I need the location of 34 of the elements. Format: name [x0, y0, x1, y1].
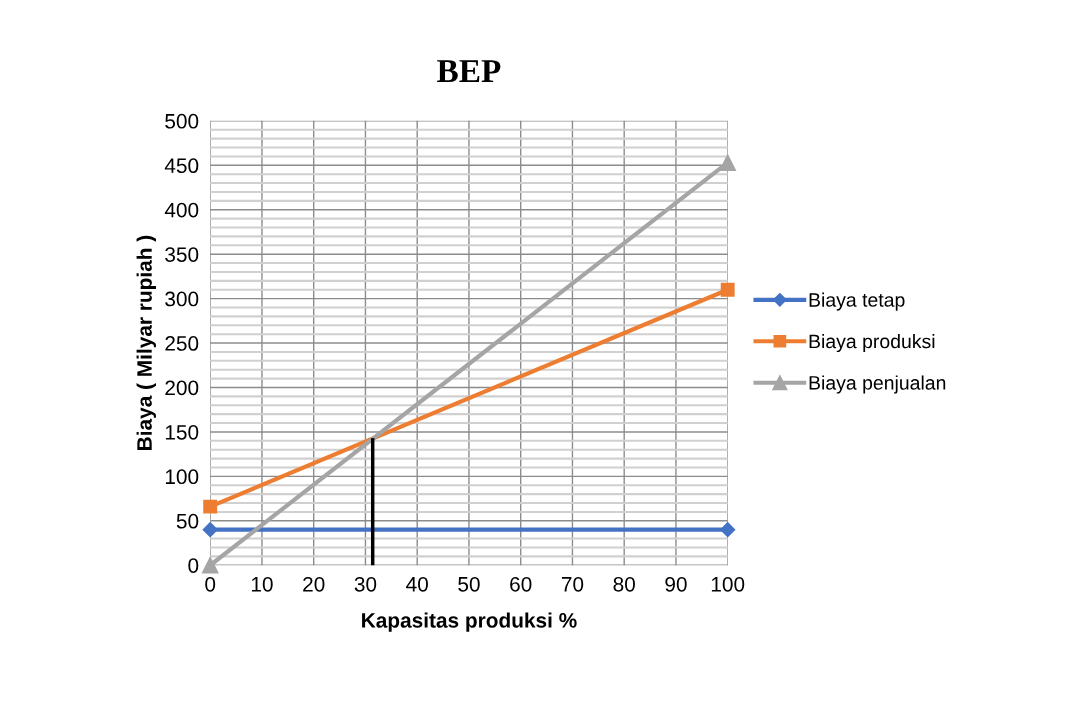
y-tick-label: 250 — [165, 336, 199, 351]
legend-label: Biaya produksi — [809, 333, 935, 353]
y-tick-label: 150 — [165, 424, 199, 440]
x-tick-label: 0 — [205, 576, 216, 592]
point — [201, 556, 219, 574]
y-tick-label: 450 — [164, 158, 199, 174]
y-tick-label: 300 — [165, 291, 199, 307]
x-tick-label: 70 — [561, 576, 584, 592]
point — [720, 282, 735, 297]
x-tick-label: 50 — [458, 576, 480, 592]
x-tick-label: 30 — [354, 576, 377, 592]
x-tick-label: 20 — [303, 576, 325, 592]
point — [203, 499, 218, 514]
y-axis-title: Biaya ( Milyar rupiah ) — [136, 235, 156, 450]
point — [202, 522, 218, 538]
y-tick-label: 100 — [165, 469, 199, 485]
y-tick-label: 400 — [164, 202, 199, 218]
legend-label: Biaya penjualan — [809, 375, 946, 394]
x-tick-label: 10 — [251, 576, 273, 592]
x-tick-label: 60 — [510, 576, 532, 592]
chart-title: BEP — [437, 60, 501, 83]
y-tick-label: 200 — [165, 380, 199, 396]
y-tick-label: 350 — [165, 247, 199, 262]
y-tick-label: 0 — [188, 558, 199, 573]
x-tick-label: 40 — [406, 576, 428, 592]
y-tick-label: 50 — [176, 513, 199, 529]
x-tick-label: 100 — [711, 576, 745, 592]
legend-label: Biaya tetap — [809, 292, 905, 311]
point — [719, 154, 737, 171]
x-tick-label: 80 — [613, 576, 635, 592]
point — [720, 522, 736, 538]
x-tick-label: 90 — [665, 576, 687, 592]
y-tick-label: 500 — [165, 113, 199, 129]
x-axis-title: Kapasitas produksi % — [362, 612, 577, 632]
